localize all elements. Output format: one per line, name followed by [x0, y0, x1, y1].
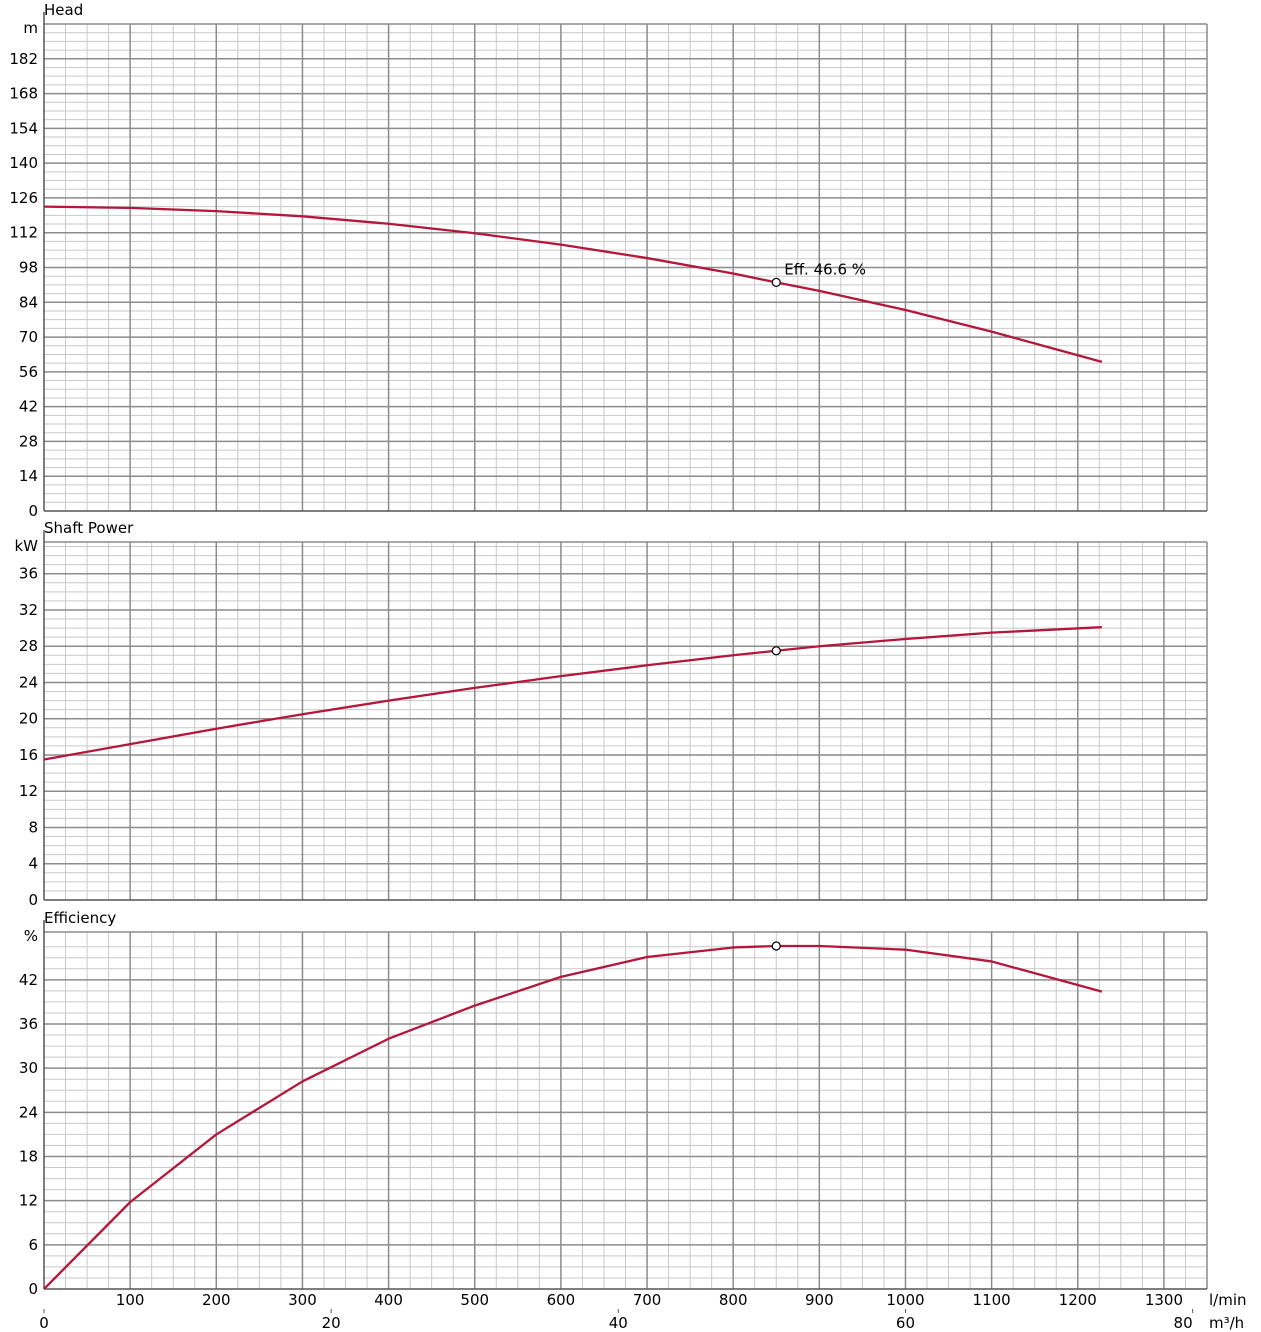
x-tick-label: 600 — [547, 1291, 576, 1309]
x2-tick-label: 20 — [322, 1314, 341, 1332]
x-axes: 100 200 300 400 500 600 700 800 900 1000 1100 1200 1… — [39, 1291, 1246, 1332]
curve-efficiency — [43, 944, 1103, 1290]
x-tick-label: 700 — [633, 1291, 662, 1309]
x-tick-label: 1300 — [1145, 1291, 1183, 1309]
y-tick-label: 28 — [19, 637, 38, 655]
y-tick-label: 98 — [19, 259, 38, 277]
x2-tick-label: 0 — [39, 1314, 49, 1332]
x2-tick-label: 40 — [609, 1314, 628, 1332]
x-tick-label: 100 — [116, 1291, 145, 1309]
y-tick-label: 126 — [9, 189, 38, 207]
curve-shaft-power — [43, 626, 1102, 761]
y-tick-label: 8 — [28, 818, 38, 836]
panel-title: Shaft Power — [44, 519, 134, 537]
x-tick-label: 900 — [805, 1291, 834, 1309]
curve-head — [43, 205, 1103, 364]
x-tick-label: 1100 — [973, 1291, 1011, 1309]
panel-shaft-power: 0 4 8 12 16 20 24 28 32 36 Shaft Power kW — [14, 519, 1208, 909]
y-tick-label: 56 — [19, 363, 38, 381]
y-tick-label: 6 — [28, 1236, 38, 1254]
x-tick-label: 200 — [202, 1291, 231, 1309]
y-tick-label: 42 — [19, 398, 38, 416]
x-tick-label: 500 — [460, 1291, 489, 1309]
y-tick-label: 12 — [19, 782, 38, 800]
panel-title: Efficiency — [44, 909, 116, 927]
y-tick-label: 30 — [19, 1059, 38, 1077]
y-tick-label: 20 — [19, 710, 38, 728]
x-tick-label: 400 — [374, 1291, 403, 1309]
y-tick-label: 84 — [19, 293, 38, 311]
y-tick-label: 70 — [19, 328, 38, 346]
y-tick-label: 36 — [19, 565, 38, 583]
y-tick-label: 24 — [19, 1103, 38, 1121]
y-tick-label: 168 — [9, 85, 38, 103]
y-unit-label: % — [24, 927, 38, 945]
x-tick-label: 1200 — [1059, 1291, 1097, 1309]
x-tick-label: 800 — [719, 1291, 748, 1309]
x2-tick-label: 60 — [896, 1314, 915, 1332]
y-tick-label: 24 — [19, 673, 38, 691]
y-tick-label: 0 — [28, 891, 38, 909]
y-tick-label: 12 — [19, 1192, 38, 1210]
duty-point-marker — [771, 941, 781, 951]
x-unit-label: l/min — [1209, 1291, 1247, 1309]
x2-unit-label: m³/h — [1209, 1314, 1244, 1332]
y-unit-label: m — [23, 19, 38, 37]
y-tick-label: 32 — [19, 601, 38, 619]
x-tick-label: 300 — [288, 1291, 317, 1309]
y-tick-label: 112 — [9, 224, 38, 242]
duty-point-marker — [771, 646, 781, 656]
y-tick-label: 154 — [9, 119, 38, 137]
y-tick-label: 182 — [9, 50, 38, 68]
y-unit-label: kW — [14, 537, 38, 555]
panel-efficiency: 0 6 12 18 24 30 36 42 Efficiency% — [19, 909, 1208, 1298]
y-tick-label: 14 — [19, 467, 38, 485]
duty-point-marker — [771, 277, 781, 288]
y-tick-label: 18 — [19, 1148, 38, 1166]
y-tick-label: 42 — [19, 971, 38, 989]
x-tick-label: 1000 — [886, 1291, 924, 1309]
duty-point-label: Eff. 46.6 % — [784, 260, 866, 278]
panel-title: Head — [44, 1, 83, 19]
y-tick-label: 16 — [19, 746, 38, 764]
y-tick-label: 0 — [28, 1280, 38, 1298]
y-tick-label: 28 — [19, 432, 38, 450]
x2-tick-label: 80 — [1174, 1314, 1193, 1332]
y-tick-label: 140 — [9, 154, 38, 172]
y-tick-label: 0 — [28, 502, 38, 520]
y-tick-label: 4 — [28, 855, 38, 873]
y-tick-label: 36 — [19, 1015, 38, 1033]
